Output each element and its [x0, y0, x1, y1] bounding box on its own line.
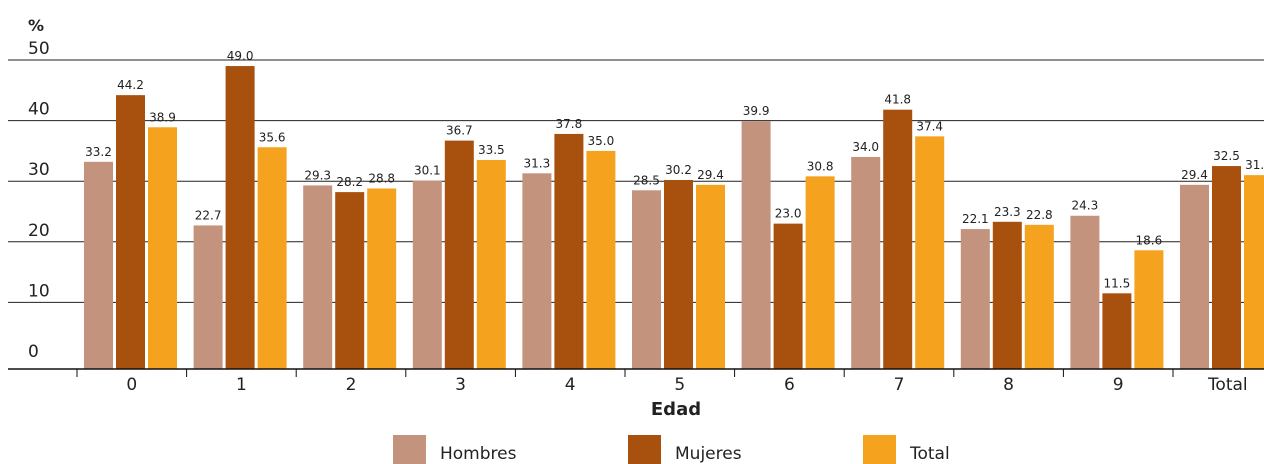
data-label: 36.7 [446, 124, 473, 138]
bar-total-total [1244, 175, 1264, 369]
bar-hombres-7 [851, 156, 881, 369]
bar-total-3 [476, 159, 506, 369]
data-label: 39.9 [743, 104, 770, 118]
data-labels: 33.2 44.2 38.9 22.7 49.0 35.6 29.3 28.2 28.8 30.1… [85, 49, 1264, 290]
x-axis-ticks: 0 1 2 3 4 5 6 7 8 9 Total [76, 369, 1248, 395]
bar-mujeres-6 [773, 223, 803, 369]
bar-total-2 [367, 188, 397, 369]
bar-mujeres-5 [664, 179, 693, 369]
bar-mujeres-2 [335, 192, 365, 369]
bar-hombres-5 [632, 190, 661, 369]
y-axis-ticks: 0 10 20 30 40 50 [28, 39, 50, 362]
data-label: 22.7 [195, 208, 222, 222]
data-label: 30.8 [807, 159, 834, 173]
bar-total-1 [257, 147, 287, 369]
x-tick-label: 7 [894, 375, 905, 395]
bar-hombres-6 [741, 121, 771, 370]
bar-hombres-9 [1070, 215, 1100, 369]
x-tick-label: Total [1207, 375, 1248, 395]
data-label: 11.5 [1104, 276, 1131, 290]
bar-total-7 [915, 136, 945, 369]
data-label: 30.1 [414, 164, 441, 178]
data-label: 30.2 [665, 163, 692, 177]
data-label: 44.2 [117, 78, 144, 92]
legend-label-total: Total [909, 444, 950, 464]
bar-hombres-3 [412, 180, 442, 369]
data-label: 35.6 [259, 130, 286, 144]
bar-mujeres-total [1212, 166, 1241, 369]
x-tick-label: 1 [236, 375, 247, 395]
bar-total-0 [148, 127, 177, 370]
x-tick-label: 6 [784, 375, 795, 395]
data-label: 31.0 [1245, 158, 1264, 172]
legend-swatch-hombres [393, 435, 426, 464]
bar-hombres-8 [960, 229, 990, 369]
data-label: 32.5 [1213, 149, 1240, 163]
y-tick-label: 0 [28, 342, 39, 362]
bar-hombres-0 [84, 161, 113, 369]
data-label: 24.3 [1072, 199, 1099, 213]
data-label: 29.3 [304, 168, 331, 182]
data-label: 33.5 [478, 143, 505, 157]
bar-total-6 [805, 176, 835, 369]
bar-hombres-2 [303, 185, 333, 369]
data-label: 28.8 [368, 171, 395, 185]
bar-total-4 [586, 150, 616, 369]
bar-hombres-1 [193, 225, 223, 369]
data-label: 41.8 [884, 93, 911, 107]
bar-hombres-total [1180, 184, 1209, 369]
legend-label-hombres: Hombres [440, 444, 517, 464]
y-tick-label: 30 [28, 160, 50, 180]
bar-total-9 [1134, 250, 1164, 369]
bar-mujeres-4 [554, 133, 584, 369]
data-label: 28.2 [336, 175, 363, 189]
x-tick-label: 9 [1113, 375, 1124, 395]
x-tick-label: 5 [674, 375, 685, 395]
bar-mujeres-8 [992, 221, 1022, 369]
legend-swatch-total [863, 435, 896, 464]
data-label: 22.8 [1026, 208, 1053, 222]
bar-hombres-4 [522, 173, 552, 369]
bars [84, 66, 1264, 370]
legend: Hombres Mujeres Total [393, 435, 950, 464]
x-tick-label: 8 [1003, 375, 1014, 395]
bar-mujeres-0 [116, 95, 145, 369]
data-label: 29.4 [697, 168, 724, 182]
bar-mujeres-9 [1102, 293, 1132, 369]
y-tick-label: 20 [28, 221, 50, 241]
data-label: 49.0 [227, 49, 254, 63]
data-label: 29.4 [1181, 168, 1208, 182]
legend-label-mujeres: Mujeres [675, 444, 742, 464]
x-tick-label: 3 [455, 375, 466, 395]
x-tick-label: 2 [346, 375, 357, 395]
data-label: 38.9 [149, 110, 176, 124]
data-label: 35.0 [588, 134, 615, 148]
data-label: 34.0 [852, 140, 879, 154]
data-label: 37.8 [556, 117, 583, 131]
bar-total-5 [696, 184, 725, 369]
bar-mujeres-7 [883, 109, 913, 369]
data-label: 23.0 [775, 207, 802, 221]
x-axis-label: Edad [651, 399, 701, 420]
data-label: 33.2 [85, 145, 112, 159]
y-tick-label: 40 [28, 100, 50, 120]
data-label: 22.1 [962, 212, 989, 226]
x-tick-label: 0 [126, 375, 137, 395]
legend-swatch-mujeres [628, 435, 661, 464]
data-label: 28.5 [633, 173, 660, 187]
data-label: 18.6 [1136, 233, 1163, 247]
data-label: 31.3 [524, 156, 551, 170]
data-label: 37.4 [916, 119, 943, 133]
y-tick-label: 50 [28, 39, 50, 59]
y-axis-label: % [28, 16, 44, 35]
data-label: 23.3 [994, 205, 1021, 219]
x-tick-label: 4 [565, 375, 576, 395]
bar-mujeres-1 [225, 66, 255, 369]
bar-mujeres-3 [444, 140, 474, 369]
bar-total-8 [1024, 224, 1054, 369]
y-tick-label: 10 [28, 281, 50, 301]
